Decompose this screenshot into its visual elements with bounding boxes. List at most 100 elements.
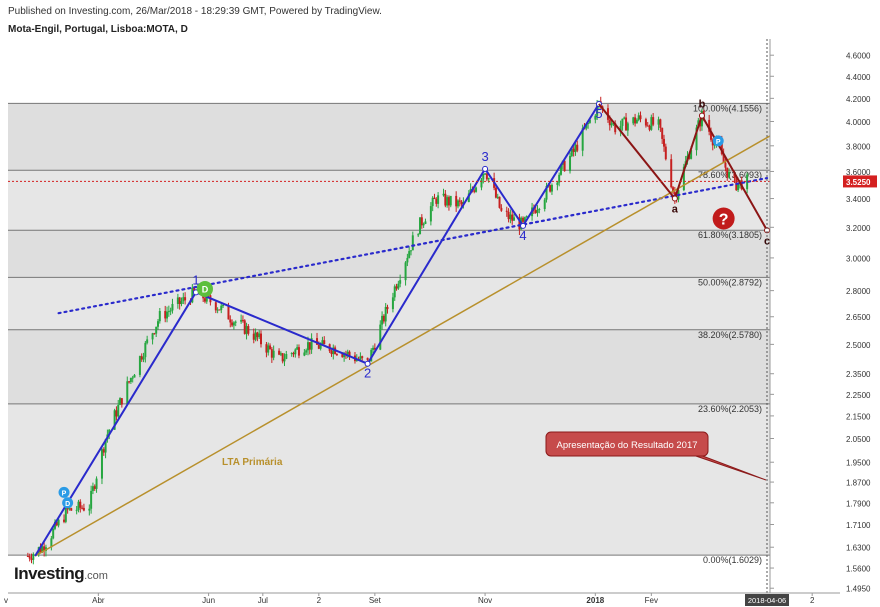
candle-body (393, 286, 396, 298)
candle-body (482, 174, 485, 180)
candle-body (303, 352, 306, 356)
candle-body (343, 353, 346, 358)
y-tick-label: 1.8700 (846, 479, 871, 488)
y-tick-label: 2.2500 (846, 391, 871, 400)
candle-body (308, 342, 311, 350)
candle-body (442, 193, 445, 196)
candle-body (424, 221, 427, 224)
candle-body (487, 178, 490, 180)
candle-body (330, 351, 333, 355)
candle-body (146, 339, 149, 343)
fib-label: 100.00%(4.1556) (693, 103, 762, 113)
candle-body (184, 297, 187, 301)
candle-body (100, 449, 103, 479)
candle-body (229, 319, 232, 323)
candle-body (41, 546, 44, 553)
candle-body (260, 333, 262, 345)
event-marker (712, 207, 735, 230)
candle-body (366, 357, 369, 361)
event-marker (58, 486, 70, 498)
candle-body (247, 326, 250, 334)
candle-body (397, 283, 400, 289)
candle-body (113, 410, 116, 430)
candle-body (444, 193, 447, 206)
candle-body (695, 127, 698, 151)
candle-body (108, 429, 111, 435)
candle-body (509, 214, 512, 220)
candle-body (545, 185, 548, 200)
candle-body (485, 173, 488, 180)
candle-body (151, 333, 154, 340)
wave-point (482, 165, 489, 172)
fib-band (8, 403, 770, 556)
candle-body (310, 338, 313, 350)
candle-body (500, 207, 503, 211)
candle-body (525, 216, 528, 218)
candle-body (153, 333, 156, 335)
candle-body (193, 287, 196, 292)
candle-body (572, 148, 575, 152)
candle-body (563, 160, 566, 172)
candle-body (543, 199, 546, 210)
candle-body (43, 546, 46, 551)
candle-body (623, 117, 626, 119)
candle-body (220, 305, 223, 310)
x-tick-label: Set (369, 596, 382, 605)
candle-body (171, 303, 174, 311)
candle-body (26, 556, 29, 558)
candle-body (203, 298, 206, 302)
y-tick-label: 1.4950 (846, 585, 871, 594)
candle-body (218, 309, 221, 311)
fib-label: 61.80%(3.1805) (698, 230, 762, 240)
candle-body (180, 301, 183, 305)
candle-body (126, 381, 129, 405)
candle-body (406, 257, 409, 263)
candle-body (473, 190, 476, 192)
candle-body (142, 357, 145, 360)
fib-band (8, 170, 770, 231)
candle-body (446, 197, 449, 206)
candle-body (372, 347, 375, 350)
candle-body (28, 556, 31, 559)
y-tick-label: 3.8000 (846, 142, 871, 151)
candle-body (53, 521, 56, 529)
candle-body (319, 344, 322, 349)
candle-body (648, 125, 651, 130)
candle-body (234, 321, 237, 323)
candle-body (664, 146, 667, 160)
event-marker (196, 280, 213, 297)
candle-body (156, 321, 159, 327)
candle-body (63, 519, 66, 522)
candle-body (408, 251, 411, 258)
candle-body (265, 344, 268, 353)
candle-body (538, 209, 541, 211)
candle-body (359, 356, 362, 360)
candle-body (32, 553, 35, 560)
candle-body (456, 200, 459, 207)
candle-body (625, 117, 628, 131)
candle-body (231, 322, 234, 326)
candle-body (458, 200, 461, 202)
y-tick-label: 3.2000 (846, 224, 871, 233)
candle-body (619, 125, 622, 133)
event-marker-text: P (716, 139, 721, 146)
candle-body (480, 179, 483, 188)
candle-body (283, 358, 286, 362)
primary-trendline-label: LTA Primária (222, 457, 283, 468)
candle-body (178, 297, 181, 305)
candle-body (511, 214, 514, 221)
candle-body (637, 115, 640, 120)
candle-body (39, 547, 42, 553)
candle-body (117, 404, 120, 417)
corrective-wave (598, 103, 768, 231)
candle-body (296, 347, 299, 350)
candle-body (498, 196, 501, 208)
wave-label: b (699, 99, 706, 111)
wave-label: 5 (595, 106, 602, 121)
candle-body (662, 138, 665, 147)
candle-body (55, 521, 58, 526)
wave-label: c (764, 235, 770, 247)
candle-body (608, 119, 611, 126)
candle-body (596, 104, 599, 116)
